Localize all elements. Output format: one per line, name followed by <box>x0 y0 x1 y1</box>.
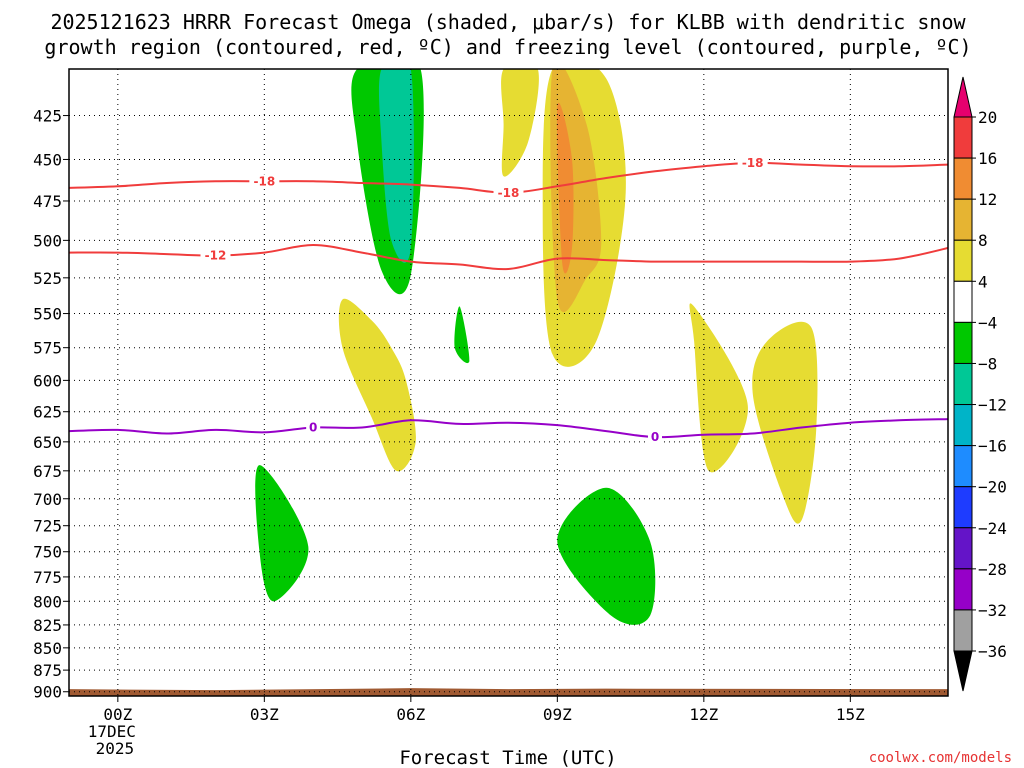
y-tick-label: 700 <box>33 490 62 509</box>
y-tick-label: 850 <box>33 639 62 658</box>
contour-label-bg <box>648 430 662 445</box>
colorbar-swatch <box>953 362 973 406</box>
contour-label-bg <box>200 248 231 263</box>
x-tick-date: 17DEC <box>88 722 136 741</box>
colorbar-swatch <box>953 157 973 200</box>
x-tick-year: 2025 <box>96 739 135 758</box>
x-tick-label: 06Z <box>396 705 425 724</box>
contour-label: 0 <box>309 421 317 435</box>
colorbar: 20 16 12 8 4 −4 −8 −12 −16 −20 −24 −28 −32 −36 <box>953 76 1007 692</box>
colorbar-label: −16 <box>978 437 1007 456</box>
colorbar-swatch <box>953 198 973 241</box>
x-tick-label: 12Z <box>689 705 718 724</box>
contour-line-2 <box>69 418 948 439</box>
contour-label: -18 <box>742 156 764 170</box>
contour-label-bg <box>249 174 280 189</box>
colorbar-swatch <box>953 404 973 447</box>
contour-label-bg <box>306 420 321 435</box>
y-tick-label: 450 <box>33 150 62 169</box>
omega-shading-layer <box>255 69 818 625</box>
y-tick-label: 800 <box>33 592 62 611</box>
plot-area: -18 -18 -18 -12 0 0 <box>68 68 949 697</box>
colorbar-label: 4 <box>978 272 988 291</box>
credit-text[interactable]: coolwx.com/models <box>869 750 1012 766</box>
x-tick-label: 00Z <box>103 705 132 724</box>
omega-region-2 <box>501 69 539 177</box>
x-tick-label: 15Z <box>836 705 865 724</box>
terrain-band <box>69 688 948 696</box>
colorbar-label: −24 <box>978 519 1007 538</box>
terrain-layer <box>69 688 948 696</box>
y-tick-label: 875 <box>33 661 62 680</box>
colorbar-swatch <box>953 321 973 364</box>
y-tick-label: 775 <box>33 568 62 587</box>
y-tick-label: 825 <box>33 616 62 635</box>
plot-frame <box>68 68 949 697</box>
colorbar-label: −28 <box>978 560 1007 579</box>
x-axis-title: Forecast Time (UTC) <box>399 747 616 768</box>
y-tick-label: 650 <box>33 433 62 452</box>
omega-region-7 <box>454 306 470 364</box>
y-tick-label: 625 <box>33 403 62 422</box>
omega-region-11 <box>557 487 656 625</box>
y-tick-label: 575 <box>33 339 62 358</box>
y-tick-label: 900 <box>33 683 62 702</box>
colorbar-label: 8 <box>978 231 988 250</box>
colorbar-label: 20 <box>978 108 997 127</box>
colorbar-label: −8 <box>978 354 997 373</box>
omega-region-8 <box>689 303 748 473</box>
x-tick-label: 09Z <box>543 705 572 724</box>
omega-region-10 <box>255 465 309 602</box>
y-tick-label: 550 <box>33 305 62 324</box>
y-tick-label: 750 <box>33 543 62 562</box>
colorbar-label: −4 <box>978 313 997 332</box>
colorbar-swatch <box>953 609 973 652</box>
colorbar-bottom-arrow <box>953 650 973 692</box>
contour-label: -18 <box>253 174 275 188</box>
y-axis: 425 450 475 500 525 550 575 600 625 650 675 700 725 7… <box>33 107 69 702</box>
colorbar-swatch <box>953 486 973 529</box>
y-tick-label: 600 <box>33 371 62 390</box>
colorbar-label: −32 <box>978 601 1007 620</box>
contour-label-bg <box>737 155 768 170</box>
omega-region-6 <box>338 298 416 472</box>
colorbar-top-arrow <box>953 76 973 118</box>
colorbar-label: −36 <box>978 642 1007 661</box>
y-tick-label: 675 <box>33 462 62 481</box>
colorbar-swatch <box>953 568 973 611</box>
colorbar-swatch <box>953 116 973 159</box>
colorbar-swatch <box>953 280 973 323</box>
contour-label: 0 <box>651 430 659 444</box>
contour-layer: -18 -18 -18 -12 0 0 <box>69 155 948 445</box>
colorbar-label: 16 <box>978 149 997 168</box>
chart-title-line1: 2025121623 HRRR Forecast Omega (shaded, … <box>50 10 966 34</box>
contour-label: -18 <box>498 186 520 200</box>
colorbar-swatch <box>953 239 973 282</box>
omega-region-5 <box>556 102 574 274</box>
contour-label-bg <box>493 185 524 200</box>
y-tick-label: 725 <box>33 517 62 536</box>
contour-label: -12 <box>205 249 227 263</box>
chart-title-line2: growth region (contoured, red, ºC) and f… <box>44 35 971 59</box>
y-tick-label: 425 <box>33 107 62 126</box>
colorbar-label: −12 <box>978 396 1007 415</box>
colorbar-swatch <box>953 527 973 570</box>
colorbar-label: 12 <box>978 190 997 209</box>
y-tick-label: 525 <box>33 269 62 288</box>
y-tick-label: 500 <box>33 231 62 250</box>
colorbar-swatch <box>953 445 973 488</box>
x-tick-label: 03Z <box>250 705 279 724</box>
omega-region-1 <box>378 69 414 263</box>
omega-region-9 <box>752 321 818 524</box>
colorbar-label: −20 <box>978 478 1007 497</box>
y-tick-label: 475 <box>33 192 62 211</box>
